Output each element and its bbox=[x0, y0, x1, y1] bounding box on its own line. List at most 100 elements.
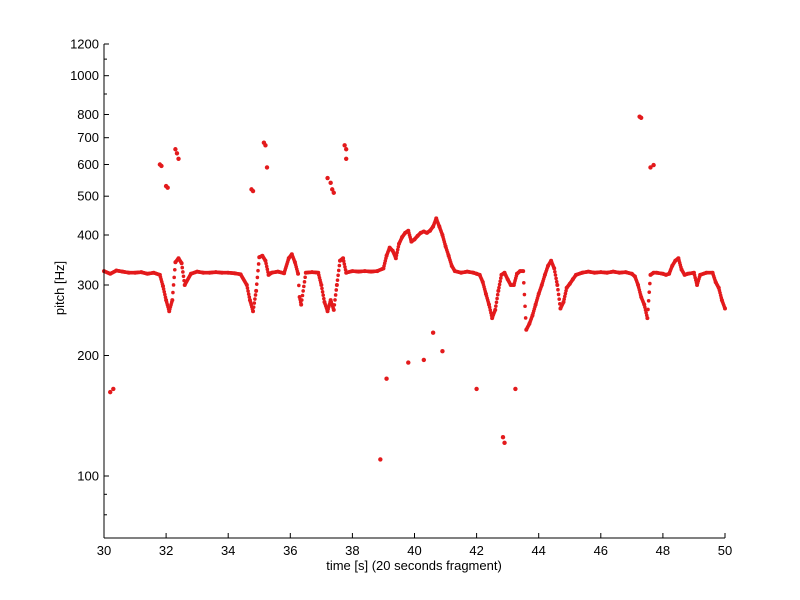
pitch-point bbox=[333, 293, 338, 297]
x-tick-label: 50 bbox=[718, 543, 732, 558]
x-tick-label: 32 bbox=[159, 543, 173, 558]
pitch-point bbox=[494, 300, 499, 305]
pitch-points bbox=[102, 114, 727, 462]
x-tick-label: 40 bbox=[407, 543, 421, 558]
outlier-point bbox=[502, 440, 507, 446]
pitch-point bbox=[331, 307, 336, 312]
pitch-point bbox=[161, 287, 166, 291]
pitch-point bbox=[246, 292, 251, 296]
pitch-point bbox=[393, 256, 398, 261]
y-axis-label: pitch [Hz] bbox=[52, 261, 67, 315]
pitch-point bbox=[343, 268, 348, 272]
pitch-point bbox=[320, 286, 324, 291]
y-tick-label: 500 bbox=[77, 189, 99, 204]
pitch-point bbox=[256, 262, 261, 266]
y-tick-label: 1200 bbox=[70, 37, 99, 52]
x-tick-label: 42 bbox=[469, 543, 483, 558]
pitch-point bbox=[253, 297, 257, 301]
pitch-point bbox=[648, 281, 652, 286]
pitch-point bbox=[162, 289, 167, 294]
pitch-point bbox=[489, 310, 493, 315]
outlier-point bbox=[250, 188, 256, 194]
outlier-point bbox=[330, 187, 335, 192]
pitch-point bbox=[322, 296, 326, 301]
pitch-point bbox=[495, 292, 500, 297]
outlier-point bbox=[264, 165, 270, 170]
pitch-point bbox=[251, 309, 256, 314]
pitch-point bbox=[496, 288, 501, 293]
pitch-point bbox=[556, 287, 560, 292]
pitch-point bbox=[247, 295, 252, 299]
pitch-point bbox=[296, 271, 301, 276]
pitch-point bbox=[179, 261, 184, 266]
x-tick-label: 46 bbox=[594, 543, 608, 558]
pitch-point bbox=[343, 265, 347, 269]
pitch-point bbox=[254, 288, 259, 293]
pitch-point bbox=[251, 305, 256, 309]
pitch-point bbox=[554, 279, 559, 284]
pitch-point bbox=[299, 302, 304, 307]
pitch-point bbox=[319, 283, 324, 288]
pitch-point bbox=[303, 275, 307, 280]
outlier-point bbox=[325, 175, 330, 181]
outlier-point bbox=[638, 115, 644, 120]
pitch-point bbox=[497, 285, 501, 290]
y-tick-label: 100 bbox=[77, 468, 99, 483]
y-tick-label: 600 bbox=[77, 157, 99, 172]
x-axis-label: time [s] (20 seconds fragment) bbox=[326, 558, 502, 573]
pitch-point bbox=[556, 292, 561, 297]
pitch-point bbox=[160, 284, 165, 289]
x-tick-label: 48 bbox=[656, 543, 670, 558]
outlier-point bbox=[500, 435, 506, 440]
outlier-point bbox=[421, 357, 427, 363]
outlier-point bbox=[108, 389, 113, 395]
pitch-point bbox=[332, 303, 337, 307]
pitch-point bbox=[246, 289, 250, 293]
pitch-point bbox=[521, 269, 526, 274]
outlier-point bbox=[430, 330, 436, 335]
pitch-point bbox=[302, 280, 307, 284]
y-tick-label: 300 bbox=[77, 278, 99, 293]
pitch-point bbox=[263, 258, 268, 263]
outlier-point bbox=[174, 151, 180, 156]
pitch-point bbox=[337, 263, 342, 268]
pitch-point bbox=[562, 294, 567, 299]
x-tick-label: 44 bbox=[531, 543, 545, 558]
outlier-point bbox=[176, 156, 181, 162]
pitch-point bbox=[523, 304, 527, 309]
x-tick-label: 34 bbox=[221, 543, 235, 558]
outlier-point bbox=[331, 190, 336, 195]
outlier-point bbox=[384, 376, 389, 381]
x-tick-label: 38 bbox=[345, 543, 359, 558]
outlier-point bbox=[263, 143, 268, 148]
pitch-point bbox=[336, 273, 340, 278]
pitch-point bbox=[252, 301, 257, 305]
outlier-point bbox=[648, 165, 653, 170]
pitch-point bbox=[333, 298, 337, 302]
pitch-point bbox=[301, 289, 305, 293]
pitch-point bbox=[341, 256, 346, 261]
pitch-point bbox=[395, 250, 399, 255]
outlier-point bbox=[406, 360, 411, 365]
pitch-point bbox=[723, 306, 727, 311]
pitch-point bbox=[495, 296, 499, 301]
pitch-point bbox=[300, 298, 304, 302]
pitch-point bbox=[557, 297, 561, 301]
y-tick-label: 800 bbox=[77, 107, 99, 122]
pitch-point bbox=[181, 270, 185, 274]
pitch-point bbox=[552, 266, 557, 271]
y-tick-label: 400 bbox=[77, 227, 99, 242]
y-tick-label: 1000 bbox=[70, 68, 99, 83]
pitch-point bbox=[321, 293, 326, 298]
pitch-point bbox=[334, 283, 339, 288]
pitch-point bbox=[554, 276, 558, 281]
pitch-point bbox=[171, 290, 175, 295]
pitch-point bbox=[522, 292, 527, 297]
outlier-point bbox=[165, 185, 170, 190]
pitch-point bbox=[172, 268, 177, 272]
pitch-point bbox=[254, 282, 259, 286]
pitch-point bbox=[499, 276, 503, 280]
pitch-point bbox=[521, 281, 526, 285]
y-tick-label: 200 bbox=[77, 348, 99, 363]
